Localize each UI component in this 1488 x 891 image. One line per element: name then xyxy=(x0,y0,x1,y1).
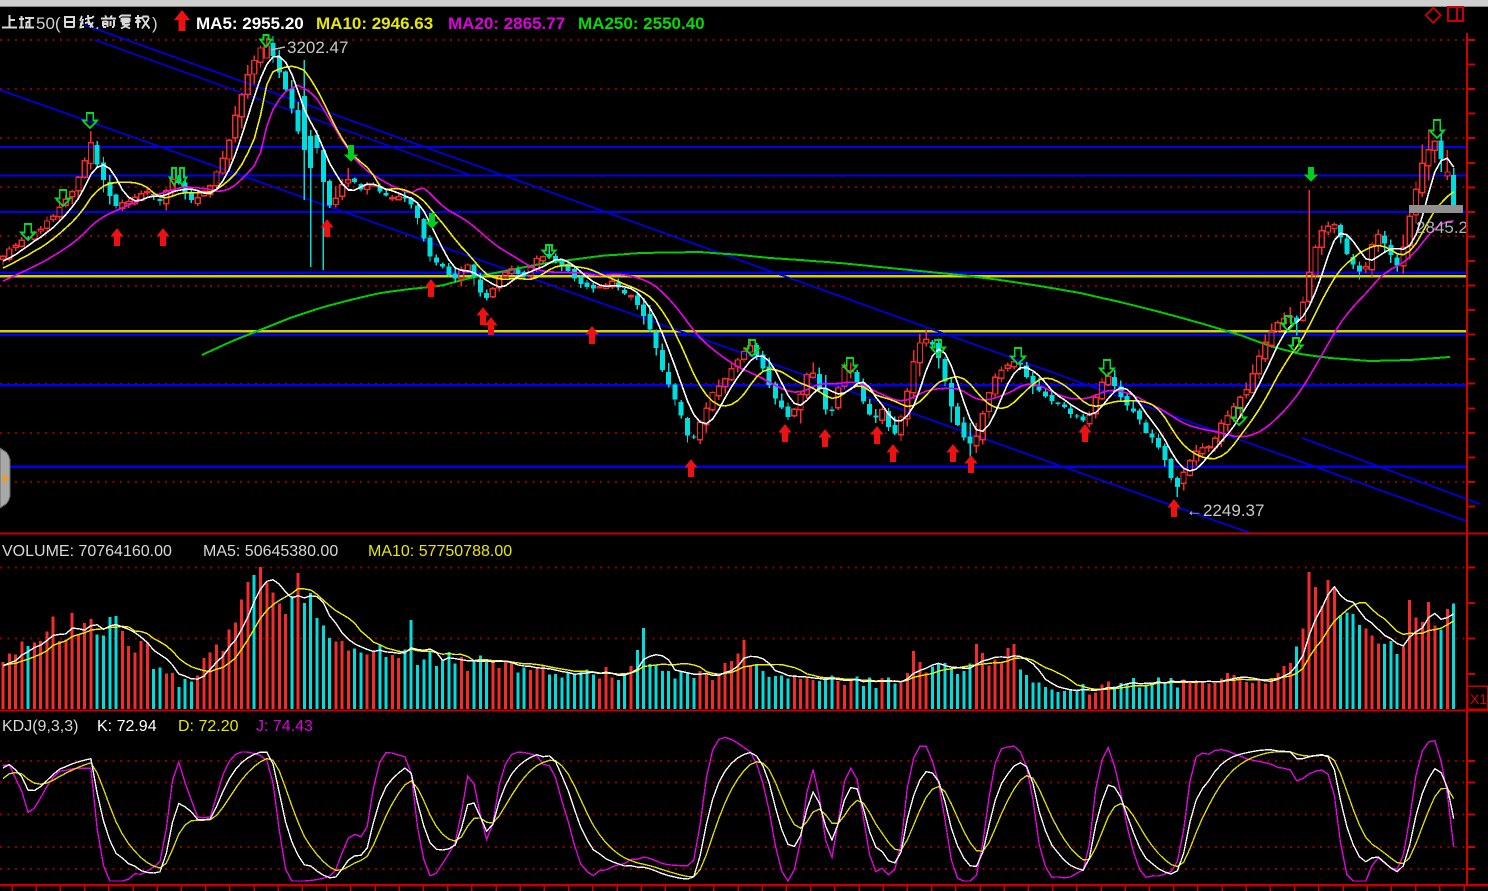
svg-text:MA20: 2865.77: MA20: 2865.77 xyxy=(448,14,565,33)
svg-text:50(: 50( xyxy=(36,14,61,33)
svg-text:MA10: 2946.63: MA10: 2946.63 xyxy=(316,14,433,33)
svg-text:X1: X1 xyxy=(1470,691,1487,707)
svg-text:J: 74.43: J: 74.43 xyxy=(256,718,313,735)
svg-text:.: . xyxy=(95,14,100,33)
svg-text:MA10: 57750788.00: MA10: 57750788.00 xyxy=(368,543,512,560)
svg-text:VOLUME: 70764160.00: VOLUME: 70764160.00 xyxy=(2,543,172,560)
svg-text:K: 72.94: K: 72.94 xyxy=(97,718,157,735)
svg-text:3202.47: 3202.47 xyxy=(287,38,348,57)
svg-text:MA250: 2550.40: MA250: 2550.40 xyxy=(578,14,705,33)
svg-text:MA5: 50645380.00: MA5: 50645380.00 xyxy=(203,543,338,560)
svg-text:←2249.37: ←2249.37 xyxy=(1186,501,1264,520)
svg-text:MA5: 2955.20: MA5: 2955.20 xyxy=(196,14,304,33)
svg-text:D: 72.20: D: 72.20 xyxy=(178,718,239,735)
svg-text:): ) xyxy=(152,14,158,33)
svg-text:KDJ(9,3,3): KDJ(9,3,3) xyxy=(2,718,78,735)
svg-text:2845.2: 2845.2 xyxy=(1416,218,1468,237)
